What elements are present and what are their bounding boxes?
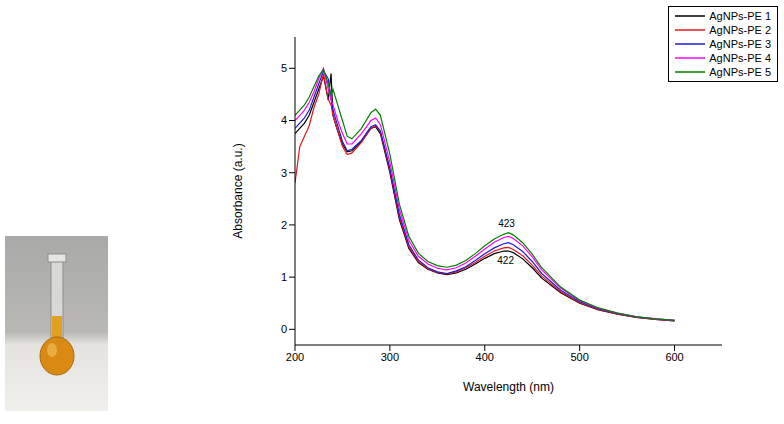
svg-text:2: 2: [281, 219, 287, 231]
svg-text:3: 3: [281, 167, 287, 179]
html-text:AgNPs-PE 4: AgNPs-PE 4: [709, 52, 771, 64]
svg-text:Absorbance (a.u.): Absorbance (a.u.): [231, 143, 245, 238]
svg-text:1: 1: [281, 271, 287, 283]
svg-text:Wavelength (nm): Wavelength (nm): [463, 380, 554, 394]
svg-text:200: 200: [286, 351, 304, 363]
svg-text:423: 423: [498, 218, 515, 229]
svg-text:600: 600: [665, 351, 683, 363]
html-text:AgNPs-PE 5: AgNPs-PE 5: [709, 66, 771, 78]
html-text:AgNPs-PE 3: AgNPs-PE 3: [709, 38, 771, 50]
html-text:AgNPs-PE 2: AgNPs-PE 2: [709, 24, 771, 36]
svg-text:0: 0: [281, 323, 287, 335]
svg-text:500: 500: [570, 351, 588, 363]
svg-text:5: 5: [281, 62, 287, 74]
svg-text:400: 400: [476, 351, 494, 363]
html-text:AgNPs-PE 1: AgNPs-PE 1: [709, 10, 771, 22]
svg-text:300: 300: [381, 351, 399, 363]
svg-text:422: 422: [497, 255, 514, 266]
svg-text:4: 4: [281, 114, 287, 126]
